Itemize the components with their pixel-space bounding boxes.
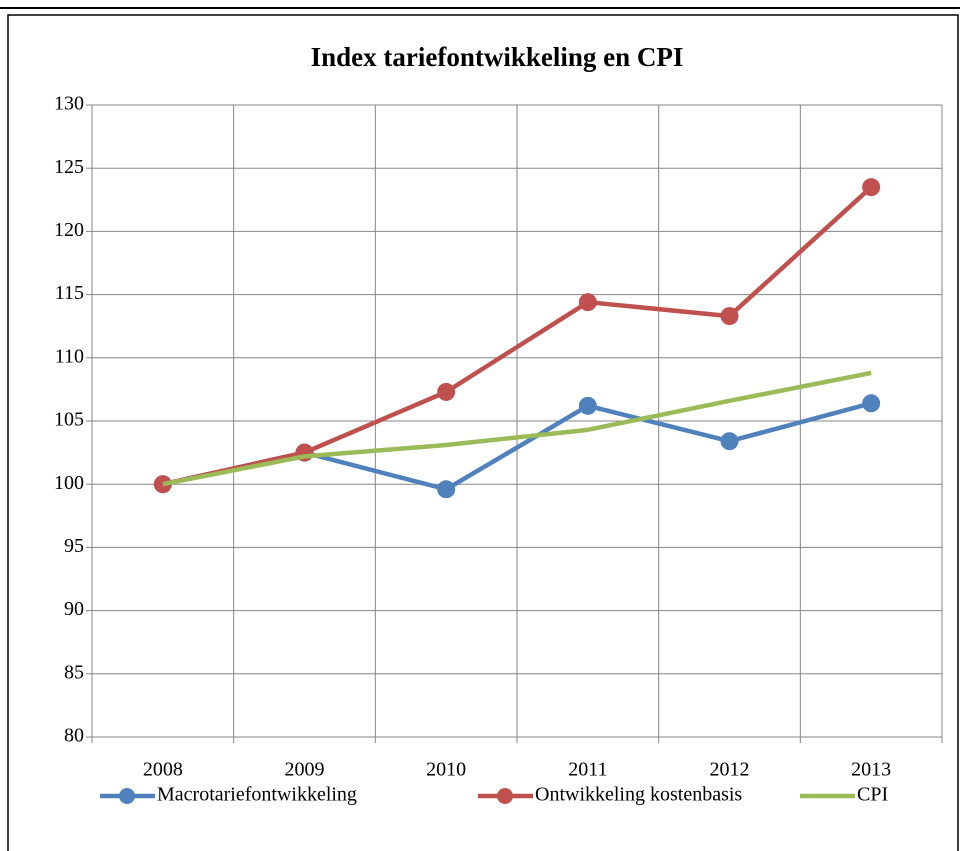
legend-label: Ontwikkeling kostenbasis: [535, 784, 742, 806]
legend-marker: [119, 788, 135, 804]
y-tick-label: 95: [64, 535, 84, 557]
data-point: [578, 293, 597, 312]
x-tick-label: 2012: [710, 759, 750, 781]
y-tick-label: 105: [54, 409, 84, 431]
x-tick-label: 2010: [426, 759, 466, 781]
series-line: [162, 370, 872, 487]
x-tick-label: 2008: [143, 759, 183, 781]
legend-marker: [497, 788, 513, 804]
y-tick-label: 115: [55, 282, 84, 304]
y-tick-label: 120: [54, 219, 84, 241]
y-tick-label: 125: [54, 156, 84, 178]
y-tick-label: 80: [64, 725, 84, 747]
y-tick-label: 90: [64, 598, 84, 620]
y-tick-label: 100: [54, 472, 84, 494]
data-point: [437, 382, 456, 401]
data-point: [862, 178, 881, 197]
chart-border: [7, 14, 959, 851]
data-point: [720, 307, 739, 326]
x-tick-label: 2013: [851, 759, 891, 781]
legend-label: Macrotariefontwikkeling: [157, 784, 357, 806]
y-tick-label: 130: [54, 93, 84, 115]
data-point: [578, 396, 597, 415]
y-tick-label: 110: [55, 345, 84, 367]
x-tick-label: 2011: [568, 759, 607, 781]
data-point: [720, 432, 739, 451]
data-point: [862, 394, 881, 413]
series-line: [162, 185, 873, 487]
x-tick-label: 2009: [285, 759, 325, 781]
y-tick-label: 85: [64, 661, 84, 683]
chart-title: Index tariefontwikkeling en CPI: [311, 42, 684, 72]
legend-label: CPI: [857, 784, 888, 806]
data-point: [437, 480, 456, 499]
